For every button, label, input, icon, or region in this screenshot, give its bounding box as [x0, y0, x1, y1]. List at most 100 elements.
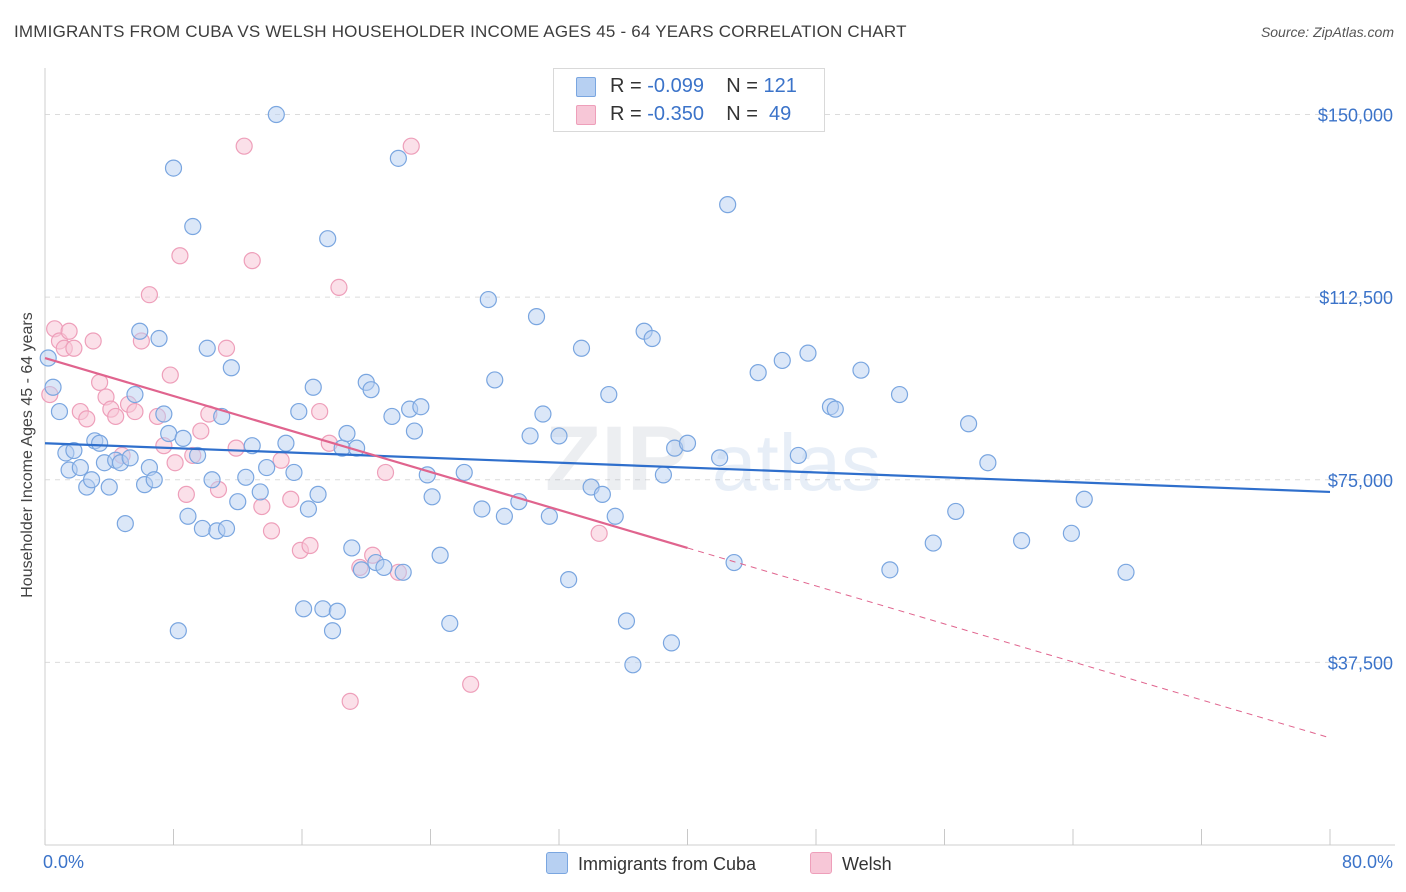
y-tick-labels: $37,500 $75,000 $112,500 $150,000 — [1318, 106, 1393, 674]
legend-n-value: 49 — [769, 103, 792, 125]
data-point-cuba — [352, 561, 371, 579]
data-point-cuba — [258, 458, 276, 477]
legend-item-welsh: Welsh — [810, 852, 892, 875]
data-point-cuba — [789, 446, 807, 465]
data-point-cuba — [277, 434, 295, 452]
data-point-cuba — [217, 519, 236, 538]
data-point-cuba — [662, 634, 681, 652]
data-point-cuba — [473, 500, 491, 518]
data-point-cuba — [237, 468, 255, 486]
data-point-cuba — [826, 400, 844, 418]
data-point-cuba — [495, 507, 513, 525]
data-point-cuba — [150, 329, 168, 348]
data-point-cuba — [50, 402, 69, 421]
data-point-welsh — [272, 451, 290, 469]
y-axis-title: Householder Income Ages 45 - 64 years — [19, 312, 36, 598]
legend-swatch-cuba — [576, 77, 596, 97]
y-tick-label: $150,000 — [1318, 106, 1393, 126]
data-point-cuba — [725, 553, 743, 572]
legend-n-label: N = — [726, 103, 764, 125]
data-point-welsh — [590, 524, 608, 542]
data-point-cuba — [193, 519, 212, 538]
data-point-cuba — [394, 563, 412, 581]
data-point-cuba — [624, 656, 642, 674]
legend-swatch-welsh — [576, 105, 596, 125]
data-point-cuba — [243, 437, 261, 455]
data-point-cuba — [323, 622, 342, 640]
data-point-welsh — [330, 278, 348, 297]
y-tick-label: $112,500 — [1319, 288, 1393, 308]
legend-r-value: -0.099 — [647, 75, 704, 97]
trend-line-cuba — [44, 442, 1331, 494]
data-point-cuba — [65, 441, 83, 460]
data-point-cuba — [1062, 524, 1080, 542]
data-point-cuba — [184, 217, 202, 236]
legend-swatch-cuba — [546, 852, 568, 874]
data-point-cuba — [947, 502, 965, 521]
data-point-welsh — [171, 247, 189, 265]
legend-n-label: N = — [726, 75, 764, 97]
data-point-cuba — [431, 546, 449, 564]
data-point-cuba — [314, 600, 332, 618]
data-point-cuba — [405, 422, 424, 440]
data-point-welsh — [235, 137, 253, 155]
correlation-legend: R = -0.099 N = 121 R = -0.350 N = 49 — [553, 68, 825, 132]
data-point-cuba — [338, 424, 356, 443]
x-tick-max: 80.0% — [1341, 852, 1393, 872]
legend-item-cuba: Immigrants from Cuba — [546, 852, 756, 875]
series-cuba — [39, 105, 1135, 674]
data-point-cuba — [455, 463, 473, 482]
data-point-cuba — [229, 493, 247, 511]
data-point-cuba — [749, 364, 767, 382]
data-point-cuba — [654, 466, 673, 484]
watermark-zip: ZIP — [545, 408, 688, 510]
source-label: Source: ZipAtlas.com — [1260, 24, 1394, 40]
data-point-cuba — [131, 322, 149, 340]
data-point-cuba — [155, 405, 173, 423]
data-point-cuba — [773, 351, 791, 370]
legend-n-value: 121 — [763, 75, 797, 97]
data-point-cuba — [160, 424, 178, 443]
data-point-welsh — [84, 332, 102, 350]
data-point-cuba — [678, 434, 697, 452]
data-point-cuba — [572, 339, 591, 357]
data-point-welsh — [140, 286, 159, 304]
data-point-cuba — [116, 514, 134, 533]
data-point-cuba — [121, 449, 139, 467]
data-point-cuba — [959, 415, 978, 433]
data-point-welsh — [243, 252, 261, 270]
trend-line-welsh-extension — [687, 547, 1331, 739]
data-point-welsh — [107, 407, 125, 426]
data-point-cuba — [203, 471, 221, 489]
data-point-cuba — [164, 159, 183, 177]
data-point-cuba — [328, 602, 346, 620]
data-point-cuba — [540, 507, 558, 525]
data-point-cuba — [198, 339, 216, 357]
data-point-cuba — [643, 329, 661, 348]
data-point-cuba — [600, 385, 618, 404]
data-point-cuba — [290, 402, 308, 421]
data-point-cuba — [617, 612, 636, 630]
data-point-cuba — [560, 570, 578, 589]
legend-r-value: -0.350 — [647, 103, 704, 125]
data-point-cuba — [299, 500, 318, 518]
legend-r-label: R = — [610, 103, 648, 125]
data-point-cuba — [606, 507, 624, 525]
data-point-cuba — [126, 385, 144, 404]
data-point-welsh — [60, 322, 78, 340]
data-point-cuba — [711, 449, 729, 467]
data-point-welsh — [262, 522, 281, 540]
data-point-welsh — [65, 339, 83, 357]
data-point-cuba — [979, 454, 997, 472]
axes — [44, 68, 1395, 846]
data-point-welsh — [192, 422, 210, 440]
data-point-welsh — [126, 402, 144, 421]
x-tick-min: 0.0% — [43, 852, 85, 872]
data-point-cuba — [799, 344, 817, 362]
data-point-cuba — [91, 434, 109, 452]
data-point-cuba — [71, 458, 89, 477]
data-point-cuba — [1117, 563, 1135, 581]
data-point-cuba — [174, 429, 192, 447]
data-point-welsh — [376, 463, 395, 482]
